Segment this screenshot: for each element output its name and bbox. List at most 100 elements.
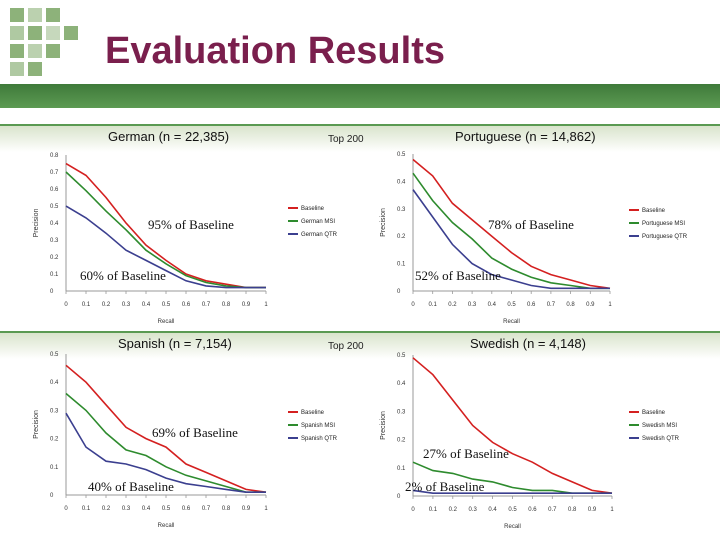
x-tick-label: 0 (411, 302, 415, 308)
y-tick-label: 0.8 (50, 153, 59, 159)
y-tick-label: 0.3 (50, 408, 59, 414)
x-tick-label: 0.6 (182, 302, 191, 308)
x-tick-label: 0.2 (448, 302, 457, 308)
y-tick-label: 0 (50, 289, 54, 295)
series-line-1 (412, 172, 610, 290)
slide-title: Evaluation Results (105, 30, 445, 72)
logo-grid (0, 0, 100, 90)
x-tick-label: 0.8 (222, 506, 231, 512)
chart-title-spanish: Spanish (n = 7,154) (118, 336, 232, 351)
x-axis-label: Recall (503, 319, 520, 325)
x-tick-label: 0.4 (142, 506, 151, 512)
top200-label: Top 200 (328, 341, 364, 352)
x-tick-label: 0.6 (528, 507, 537, 513)
y-tick-label: 0.3 (397, 409, 406, 415)
y-axis-label: Precision (380, 411, 387, 440)
y-tick-label: 0 (397, 289, 401, 295)
legend-label: Portuguese MSI (642, 221, 685, 227)
header-strip-bottom (0, 333, 720, 359)
x-tick-label: 0.4 (142, 302, 151, 308)
chart-title-swedish: Swedish (n = 4,148) (470, 336, 586, 351)
y-tick-label: 0.5 (50, 352, 59, 358)
y-axis-label: Precision (33, 410, 40, 439)
x-axis-label: Recall (158, 523, 175, 529)
chart-title-german: German (n = 22,385) (108, 129, 230, 144)
x-tick-label: 0.5 (162, 506, 171, 512)
x-tick-label: 0.6 (182, 506, 191, 512)
legend-label: Swedish QTR (642, 436, 680, 442)
series-line-1 (65, 171, 266, 289)
annotation-lower: 2% of Baseline (405, 479, 485, 494)
y-tick-label: 0 (50, 493, 54, 499)
y-tick-label: 0.2 (397, 438, 406, 444)
y-tick-label: 0.3 (397, 207, 406, 213)
x-tick-label: 0.7 (202, 302, 211, 308)
divider (0, 124, 720, 126)
annotation-upper: 78% of Baseline (488, 217, 574, 232)
x-tick-label: 0.4 (488, 302, 497, 308)
x-tick-label: 0.5 (162, 302, 171, 308)
x-tick-label: 0.8 (222, 302, 231, 308)
x-tick-label: 0.3 (469, 507, 478, 513)
y-axis-label: Precision (380, 208, 387, 237)
series-line-0 (412, 357, 613, 494)
series-line-2 (65, 412, 266, 494)
x-axis-label: Recall (504, 524, 521, 530)
x-tick-label: 0.9 (242, 302, 251, 308)
x-tick-label: 0.4 (488, 507, 497, 513)
annotation-lower: 40% of Baseline (88, 479, 174, 494)
x-tick-label: 1 (264, 302, 268, 308)
legend-label: Swedish MSI (642, 423, 677, 429)
x-tick-label: 0.6 (527, 302, 536, 308)
x-tick-label: 0.7 (547, 302, 556, 308)
x-tick-label: 0.9 (242, 506, 251, 512)
y-tick-label: 0.6 (50, 187, 59, 193)
top200-label: Top 200 (328, 134, 364, 145)
x-tick-label: 0.3 (468, 302, 477, 308)
legend-label: Baseline (301, 410, 325, 416)
x-tick-label: 0.9 (588, 507, 597, 513)
x-tick-label: 0.5 (507, 302, 516, 308)
x-tick-label: 0.3 (122, 302, 131, 308)
y-tick-label: 0.5 (397, 353, 406, 359)
x-tick-label: 0.7 (548, 507, 557, 513)
legend-label: Baseline (301, 206, 325, 212)
legend-label: Baseline (642, 208, 666, 214)
y-tick-label: 0.4 (397, 179, 406, 185)
series-line-2 (412, 489, 612, 495)
annotation-upper: 69% of Baseline (152, 425, 238, 440)
x-tick-label: 1 (610, 507, 614, 513)
x-tick-label: 0.8 (566, 302, 575, 308)
annotation-upper: 27% of Baseline (423, 446, 509, 461)
legend-label: Spanish QTR (301, 436, 338, 442)
y-tick-label: 0.4 (397, 381, 406, 387)
header-band (0, 84, 720, 108)
x-tick-label: 0.1 (429, 507, 438, 513)
y-tick-label: 0.2 (397, 234, 406, 240)
x-tick-label: 0.1 (82, 302, 91, 308)
chart-title-portuguese: Portuguese (n = 14,862) (455, 129, 596, 144)
x-tick-label: 0.1 (429, 302, 438, 308)
x-tick-label: 0.9 (586, 302, 595, 308)
x-tick-label: 0 (411, 507, 415, 513)
y-tick-label: 0.5 (50, 204, 59, 210)
x-tick-label: 1 (264, 506, 268, 512)
series-line-0 (65, 364, 267, 493)
x-tick-label: 0.5 (508, 507, 517, 513)
y-axis-label: Precision (33, 209, 40, 238)
x-tick-label: 1 (608, 302, 612, 308)
y-tick-label: 0.7 (50, 170, 59, 176)
y-tick-label: 0.1 (397, 466, 406, 472)
y-tick-label: 0.1 (397, 262, 406, 268)
x-tick-label: 0 (64, 302, 68, 308)
x-axis-label: Recall (158, 319, 175, 325)
series-line-0 (65, 162, 266, 289)
series-line-0 (412, 158, 611, 290)
y-tick-label: 0.2 (50, 437, 59, 443)
legend-label: German MSI (301, 219, 335, 225)
x-tick-label: 0.3 (122, 506, 131, 512)
series-line-2 (412, 189, 610, 290)
